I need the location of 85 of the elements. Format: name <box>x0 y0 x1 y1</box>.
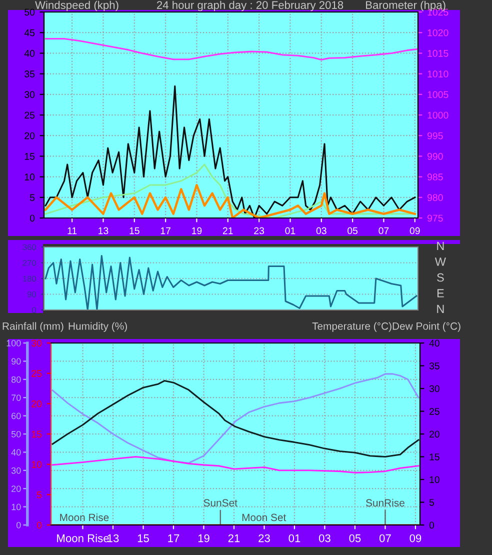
x-tick-label: 07 <box>379 534 391 542</box>
x-tick-label: 19 <box>192 227 202 234</box>
y-tick-label: 0 <box>16 522 21 528</box>
y2-tick-label: 40 <box>429 340 440 347</box>
y-tick-label: 30 <box>24 91 35 98</box>
y2-tick-label: 985 <box>427 174 443 180</box>
y2-tick-label: 1005 <box>428 91 448 98</box>
y2-tick-label: 1010 <box>428 70 448 78</box>
ref-line-label: SunRise <box>366 498 404 507</box>
y-tick-label: 80 <box>11 376 21 383</box>
x-tick-label: 19 <box>198 534 210 542</box>
x-tick-label: Moon Rise <box>57 534 109 542</box>
x-tick-label: 17 <box>160 227 170 234</box>
y-tick-label: 5 <box>30 194 35 202</box>
y2-tick-label: 30 <box>429 385 440 392</box>
y2-tick-label: 1000 <box>428 112 448 119</box>
x-tick-label: 05 <box>348 227 358 234</box>
y-tick-label: 90 <box>27 291 36 298</box>
text: W <box>434 258 446 266</box>
chart-title: 24 hour graph day : 20 February 2018 <box>156 0 344 12</box>
x-tick-label: 15 <box>130 227 140 234</box>
y-tick-label: 35 <box>24 70 35 78</box>
text: S <box>437 273 444 282</box>
x-tick-label: 21 <box>222 227 233 234</box>
y3-axis-title: Rainfall (mm) <box>2 322 64 332</box>
y-tick-label: 25 <box>24 112 35 119</box>
y-tick-label: 270 <box>22 260 36 266</box>
y-tick-label: 15 <box>24 153 35 160</box>
y2-tick-label: 0 <box>429 522 434 529</box>
y2-tick-label: 5 <box>429 499 434 506</box>
y2-tick-label: 15 <box>430 454 440 460</box>
y-tick-label: 50 <box>24 8 35 16</box>
y-tick-label: 20 <box>24 132 35 140</box>
ref-line-label: SunSet <box>204 499 238 507</box>
y-tick-label: 70 <box>12 394 21 401</box>
y-tick-label: 40 <box>24 50 35 57</box>
y-tick-label: 180 <box>23 276 36 282</box>
y-tick-label: 20 <box>12 486 21 492</box>
y2-tick-label: 25 <box>430 408 440 415</box>
x-tick-label: 13 <box>98 227 108 234</box>
y-tick-label: 0 <box>32 307 36 314</box>
y-tick-label: 10 <box>24 174 35 180</box>
y2-tick-label: 1020 <box>428 29 448 36</box>
annotation: Moon Rise <box>60 513 109 522</box>
x-tick-label: 15 <box>138 534 149 542</box>
y2-tick-label: 35 <box>429 362 440 370</box>
y2-tick-label: 975 <box>427 214 443 222</box>
x-tick-label: 17 <box>168 534 180 542</box>
y-tick-label: 0 <box>30 214 35 222</box>
y-tick-label: 50 <box>11 430 21 438</box>
y2-tick-label: 995 <box>427 132 443 140</box>
y-tick-label: 45 <box>24 29 35 36</box>
y-tick-label: 40 <box>11 449 21 456</box>
x-tick-label: 23 <box>254 227 264 234</box>
y-tick-label: 30 <box>11 467 21 474</box>
y-tick-label: 60 <box>12 412 21 420</box>
x-tick-label: 01 <box>288 534 300 542</box>
y2-tick-label: 10 <box>430 476 440 484</box>
x-tick-label: 05 <box>349 534 361 542</box>
y2-axis-title: Temperature (°C)Dew Point (°C) <box>312 322 460 332</box>
y3-tick-label: 5 <box>36 492 42 498</box>
x-tick-label: 23 <box>258 534 270 542</box>
y2-tick-label: 20 <box>430 430 440 438</box>
x-tick-label: 11 <box>68 227 77 234</box>
y-tick-label: 360 <box>22 244 36 250</box>
y2-tick-label: 980 <box>427 194 443 202</box>
x-tick-label: 09 <box>410 534 422 542</box>
x-tick-label: 03 <box>316 227 326 234</box>
y-axis-title: Windspeed (kph) <box>35 0 118 12</box>
x-tick-label: 21 <box>228 534 240 542</box>
x-tick-label: 09 <box>410 227 420 234</box>
y2-tick-label: 1015 <box>428 50 448 57</box>
x-tick-label: 01 <box>285 227 296 234</box>
x-tick-label: 13 <box>108 534 119 542</box>
y-axis-title: Humidity (%) <box>68 322 127 332</box>
text: N <box>437 304 444 314</box>
annotation: Moon Set <box>242 514 286 522</box>
y-tick-label: 90 <box>12 358 21 365</box>
text: E <box>437 289 444 298</box>
x-tick-label: 07 <box>378 227 389 234</box>
x-tick-label: 03 <box>318 534 330 542</box>
y3-tick-label: 0 <box>36 522 42 529</box>
text: N <box>437 242 444 250</box>
y-tick-label: 10 <box>12 504 21 510</box>
y2-tick-label: 990 <box>427 152 443 160</box>
